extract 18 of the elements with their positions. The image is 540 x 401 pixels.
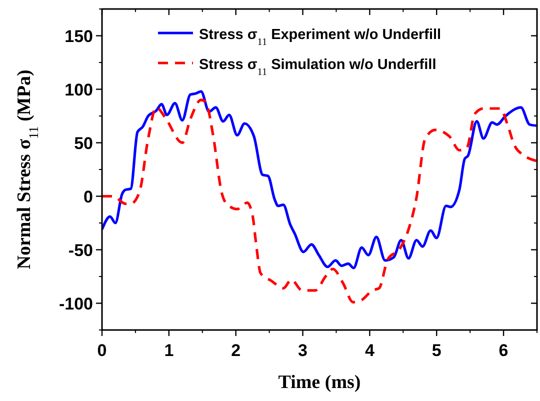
y-tick-label: 0 [84, 187, 93, 206]
legend-label: Stress σ$_{11}$ Experiment w/o Underfill [199, 27, 442, 48]
x-tick-label: 3 [298, 341, 308, 360]
legend-label: Stress σ$_{11}$ Simulation w/o Underfill [199, 57, 436, 78]
y-tick-label: 100 [64, 80, 93, 100]
x-axis-title: Time (ms) [278, 372, 361, 393]
y-tick-label: -100 [58, 294, 93, 314]
x-tick-label: 2 [231, 341, 241, 360]
y-tick-label: 50 [74, 134, 93, 153]
y-tick-label: 150 [64, 26, 93, 46]
y-tick-label: -50 [68, 240, 93, 260]
line-series [102, 98, 537, 304]
x-tick-label: 1 [164, 341, 174, 360]
line-series [102, 90, 537, 270]
x-tick-label: 5 [432, 341, 442, 360]
x-tick-label: 6 [498, 341, 508, 360]
x-tick-label: 4 [364, 341, 375, 360]
x-tick-label: 0 [97, 341, 107, 360]
